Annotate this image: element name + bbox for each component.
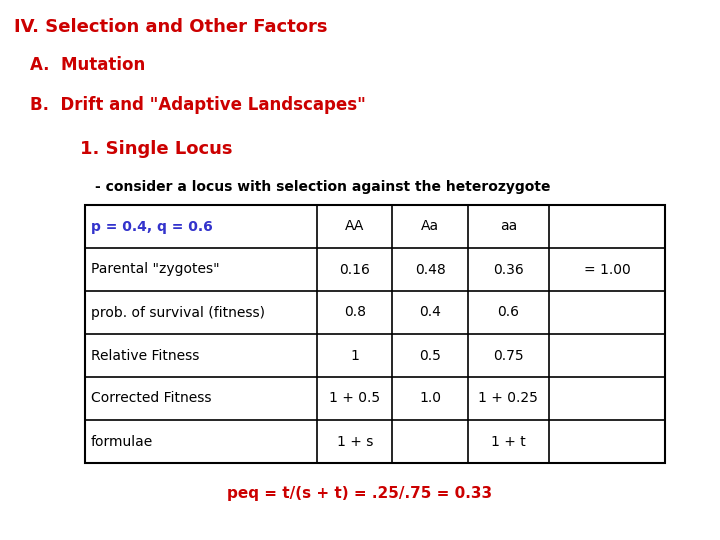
Text: 1. Single Locus: 1. Single Locus bbox=[80, 140, 233, 158]
Text: 1: 1 bbox=[350, 348, 359, 362]
Text: 1 + 0.25: 1 + 0.25 bbox=[479, 392, 539, 406]
Text: Corrected Fitness: Corrected Fitness bbox=[91, 392, 212, 406]
Text: 0.5: 0.5 bbox=[419, 348, 441, 362]
Text: B.  Drift and "Adaptive Landscapes": B. Drift and "Adaptive Landscapes" bbox=[30, 96, 366, 114]
Text: 0.48: 0.48 bbox=[415, 262, 446, 276]
Text: aa: aa bbox=[500, 219, 517, 233]
Text: IV. Selection and Other Factors: IV. Selection and Other Factors bbox=[14, 18, 328, 36]
Text: Relative Fitness: Relative Fitness bbox=[91, 348, 199, 362]
Text: peq = t/(s + t) = .25/.75 = 0.33: peq = t/(s + t) = .25/.75 = 0.33 bbox=[228, 486, 492, 501]
Text: 0.4: 0.4 bbox=[419, 306, 441, 320]
Text: - consider a locus with selection against the heterozygote: - consider a locus with selection agains… bbox=[95, 180, 551, 194]
Text: = 1.00: = 1.00 bbox=[584, 262, 631, 276]
Text: A.  Mutation: A. Mutation bbox=[30, 56, 145, 74]
Text: 0.75: 0.75 bbox=[493, 348, 523, 362]
Text: 0.6: 0.6 bbox=[498, 306, 519, 320]
Text: 0.36: 0.36 bbox=[493, 262, 523, 276]
Text: Aa: Aa bbox=[421, 219, 439, 233]
Text: formulae: formulae bbox=[91, 435, 153, 449]
Bar bbox=[85, 205, 665, 463]
Text: AA: AA bbox=[345, 219, 364, 233]
Text: 1 + t: 1 + t bbox=[491, 435, 526, 449]
Text: 0.8: 0.8 bbox=[343, 306, 366, 320]
Text: prob. of survival (fitness): prob. of survival (fitness) bbox=[91, 306, 265, 320]
Text: 1 + 0.5: 1 + 0.5 bbox=[329, 392, 380, 406]
Text: p = 0.4, q = 0.6: p = 0.4, q = 0.6 bbox=[91, 219, 212, 233]
Text: Parental "zygotes": Parental "zygotes" bbox=[91, 262, 220, 276]
Text: 0.16: 0.16 bbox=[339, 262, 370, 276]
Text: 1.0: 1.0 bbox=[419, 392, 441, 406]
Text: 1 + s: 1 + s bbox=[336, 435, 373, 449]
